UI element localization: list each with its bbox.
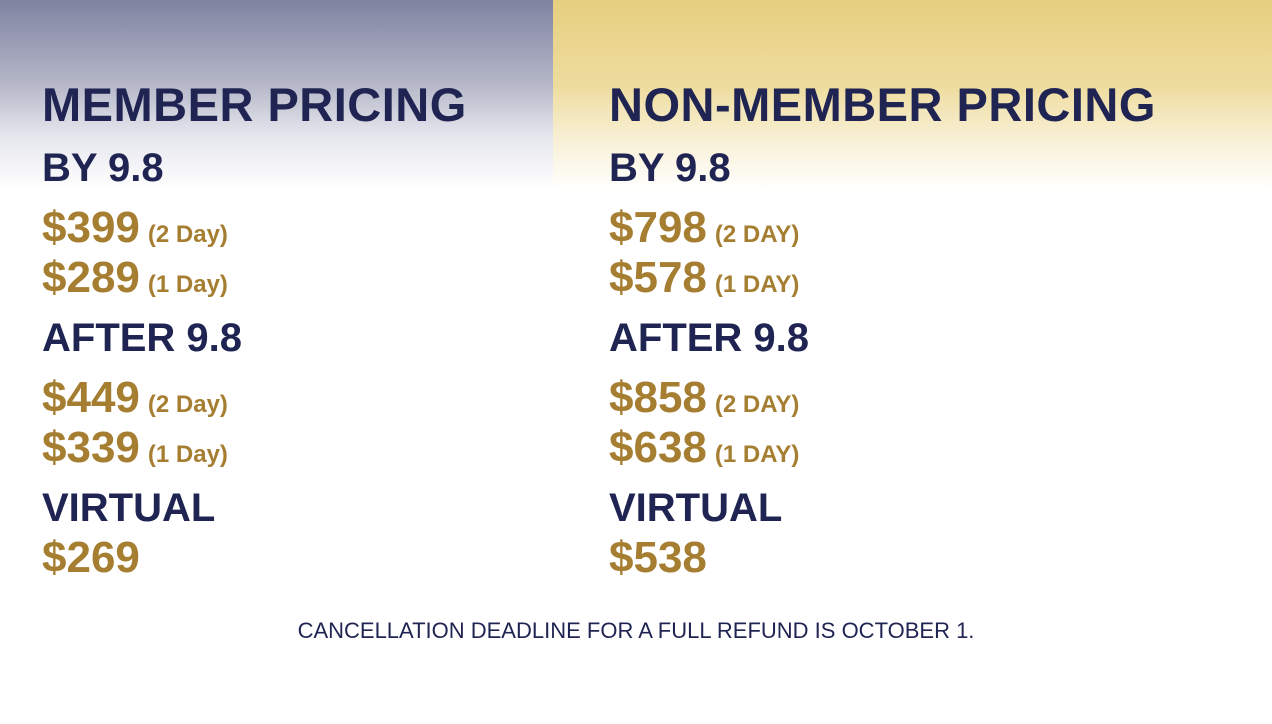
price-row: $289 (1 Day) <box>42 252 228 304</box>
price: $638 <box>609 423 707 472</box>
price: $538 <box>609 533 707 582</box>
price-row: $538 <box>609 532 707 584</box>
price-row: $798 (2 DAY) <box>609 202 799 254</box>
right-background <box>553 0 1272 190</box>
price: $449 <box>42 373 140 422</box>
price-row: $449 (2 Day) <box>42 372 228 424</box>
column-title: NON-MEMBER PRICING <box>609 78 1156 131</box>
price: $798 <box>609 203 707 252</box>
price-note: (2 DAY) <box>714 391 800 418</box>
price-note: (1 DAY) <box>714 271 800 298</box>
footer-note: CANCELLATION DEADLINE FOR A FULL REFUND … <box>297 618 975 643</box>
price-note: (1 DAY) <box>714 441 800 468</box>
column-title: MEMBER PRICING <box>42 78 467 131</box>
price-row: $269 <box>42 532 140 584</box>
price: $399 <box>42 203 140 252</box>
price: $289 <box>42 253 140 302</box>
price: $578 <box>609 253 707 302</box>
section-heading: VIRTUAL <box>42 486 216 530</box>
section-heading: BY 9.8 <box>609 146 731 190</box>
price: $269 <box>42 533 140 582</box>
price-note: (2 DAY) <box>714 221 800 248</box>
price-note: (2 Day) <box>147 391 228 418</box>
price-row: $858 (2 DAY) <box>609 372 799 424</box>
price-row: $638 (1 DAY) <box>609 422 799 474</box>
section-heading: AFTER 9.8 <box>42 316 243 360</box>
price-row: $339 (1 Day) <box>42 422 228 474</box>
price: $339 <box>42 423 140 472</box>
price-note: (1 Day) <box>147 441 228 468</box>
price-note: (1 Day) <box>147 271 228 298</box>
section-heading: AFTER 9.8 <box>609 316 810 360</box>
price-note: (2 Day) <box>147 221 228 248</box>
price-row: $399 (2 Day) <box>42 202 228 254</box>
price: $858 <box>609 373 707 422</box>
section-heading: VIRTUAL <box>609 486 783 530</box>
price-row: $578 (1 DAY) <box>609 252 799 304</box>
section-heading: BY 9.8 <box>42 146 164 190</box>
left-background <box>0 0 553 190</box>
